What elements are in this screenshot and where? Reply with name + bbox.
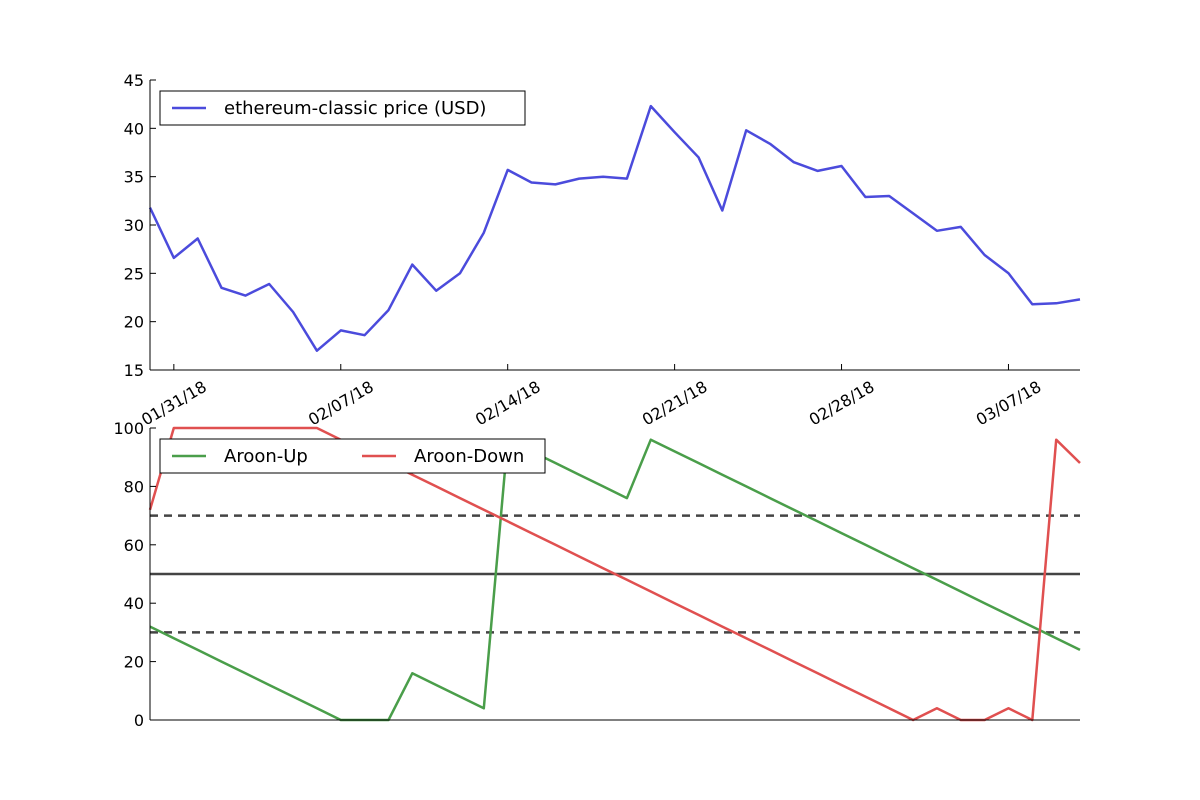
y-tick-label-0-2: 25 bbox=[124, 264, 144, 283]
legend-label-1-1: Aroon-Down bbox=[414, 446, 524, 467]
y-tick-label-0-3: 30 bbox=[124, 216, 144, 235]
x-tick-label-3: 02/21/18 bbox=[639, 377, 711, 429]
legend-box-0 bbox=[159, 90, 526, 126]
series-line-0-0 bbox=[148, 104, 1081, 352]
series-line-1-0 bbox=[149, 438, 1081, 722]
legend-label-1-0: Aroon-Up bbox=[224, 446, 308, 467]
y-tick-label-0-5: 40 bbox=[124, 119, 144, 138]
x-tick-label-0: 01/31/18 bbox=[138, 377, 210, 429]
plot-area-0 bbox=[150, 80, 1080, 370]
y-tick-label-1-2: 40 bbox=[124, 594, 144, 613]
series-line-1-1 bbox=[148, 426, 1081, 722]
y-tick-label-0-1: 20 bbox=[124, 313, 144, 332]
y-tick-label-1-0: 0 bbox=[134, 711, 144, 730]
y-tick-label-1-3: 60 bbox=[124, 536, 144, 555]
y-tick-label-0-0: 15 bbox=[124, 361, 144, 380]
legend-box-1 bbox=[159, 438, 546, 474]
x-tick-label-5: 03/07/18 bbox=[973, 377, 1045, 429]
x-tick-label-1: 02/07/18 bbox=[305, 377, 377, 429]
legend-label-0-0: ethereum-classic price (USD) bbox=[224, 98, 486, 119]
x-tick-label-2: 02/14/18 bbox=[472, 377, 544, 429]
y-tick-label-1-1: 20 bbox=[124, 653, 144, 672]
y-tick-label-1-5: 100 bbox=[113, 419, 144, 438]
y-tick-label-0-6: 45 bbox=[124, 71, 144, 90]
x-tick-label-4: 02/28/18 bbox=[806, 377, 878, 429]
y-tick-label-0-4: 35 bbox=[124, 168, 144, 187]
y-tick-label-1-4: 80 bbox=[124, 477, 144, 496]
